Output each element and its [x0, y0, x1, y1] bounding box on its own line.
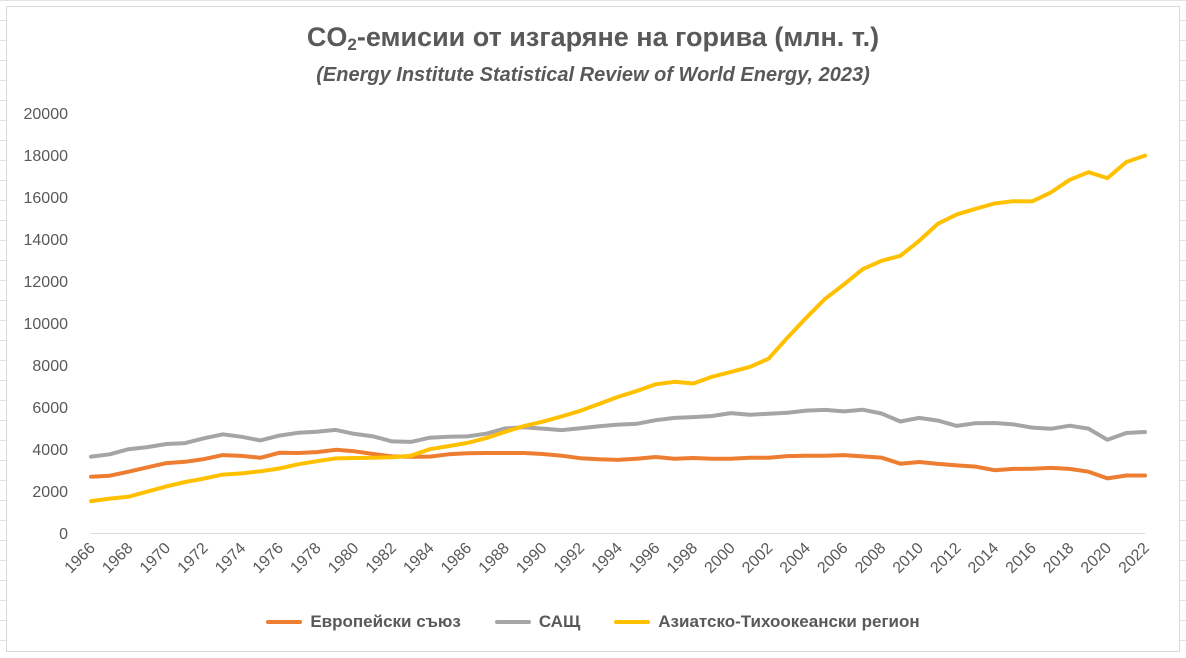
- chart-subtitle: (Energy Institute Statistical Review of …: [316, 64, 870, 86]
- x-tick-label: 1984: [400, 540, 437, 577]
- x-tick-label: 1970: [137, 540, 174, 577]
- legend-label: САЩ: [538, 612, 581, 631]
- x-tick-label: 1966: [62, 540, 99, 577]
- x-tick-label: 1972: [175, 540, 212, 577]
- x-tick-label: 2018: [1040, 540, 1077, 577]
- x-tick-label: 1992: [551, 540, 588, 577]
- x-tick-label: 2020: [1078, 540, 1115, 577]
- x-tick-label: 1982: [363, 540, 400, 577]
- x-tick-label: 1978: [287, 540, 324, 577]
- legend-swatch: [494, 620, 531, 624]
- legend-label: Европейски съюз: [310, 612, 461, 631]
- legend-label: Азиатско-Тихоокеански регион: [658, 612, 920, 631]
- chart-title-subscript: 2: [347, 35, 357, 54]
- y-tick-label: 0: [59, 526, 68, 543]
- x-tick-label: 1990: [513, 540, 550, 577]
- x-tick-label: 2006: [814, 540, 851, 577]
- y-tick-label: 14000: [24, 232, 69, 249]
- x-tick-label: 2022: [1116, 540, 1153, 577]
- x-tick-label: 2000: [702, 540, 739, 577]
- series-line-1: [89, 447, 1147, 481]
- x-tick-label: 1974: [212, 540, 249, 577]
- x-tick-label: 1986: [438, 540, 475, 577]
- x-tick-label: 2016: [1003, 540, 1040, 577]
- legend-item-3: Азиатско-Тихоокеански регион: [614, 612, 920, 632]
- y-tick-label: 4000: [32, 442, 68, 459]
- x-tick-label: 1980: [325, 540, 362, 577]
- y-tick-label: 6000: [32, 400, 68, 417]
- chart-area[interactable]: [6, 6, 1180, 652]
- x-tick-label: 2002: [739, 540, 776, 577]
- x-tick-label: 1968: [99, 540, 136, 577]
- chart-title: CO2-емисии от изгаряне на горива (млн. т…: [0, 22, 1186, 55]
- x-tick-label: 2012: [927, 540, 964, 577]
- x-tick-label: 2008: [852, 540, 889, 577]
- x-tick-label: 2010: [890, 540, 927, 577]
- legend-swatch: [614, 620, 651, 624]
- x-tick-label: 1996: [626, 540, 663, 577]
- x-tick-label: 1988: [476, 540, 513, 577]
- legend-item-1: Европейски съюз: [266, 612, 461, 632]
- x-tick-label: 1998: [664, 540, 701, 577]
- legend-swatch: [266, 620, 303, 624]
- y-tick-label: 8000: [32, 358, 68, 375]
- y-tick-label: 10000: [24, 316, 69, 333]
- y-tick-label: 2000: [32, 484, 68, 501]
- chart-title-rest: -емисии от изгаряне на горива (млн. т.): [356, 22, 880, 52]
- chart-legend: Европейски съюз САЩ Азиатско-Тихоокеански …: [0, 612, 1186, 632]
- series-line-2: [89, 407, 1147, 459]
- y-tick-label: 16000: [24, 190, 69, 207]
- legend-item-2: САЩ: [494, 612, 581, 632]
- x-tick-label: 1994: [589, 540, 626, 577]
- x-tick-label: 1976: [250, 540, 287, 577]
- series-line-3: [89, 153, 1147, 504]
- y-tick-label: 20000: [24, 106, 69, 123]
- x-tick-label: 2004: [777, 540, 814, 577]
- x-tick-label: 2014: [965, 540, 1002, 577]
- y-tick-label: 18000: [24, 148, 69, 165]
- y-tick-label: 12000: [24, 274, 69, 291]
- chart-title-main: CO: [306, 22, 348, 52]
